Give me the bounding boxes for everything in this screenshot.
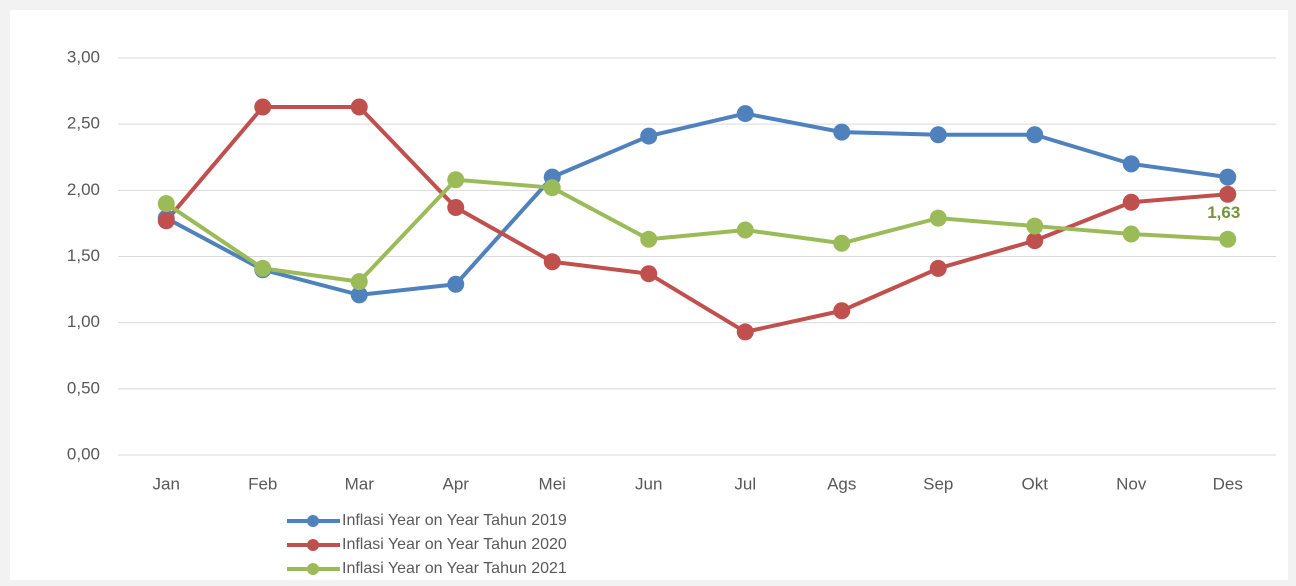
legend-marker [307, 515, 319, 527]
x-tick-label: Okt [1022, 474, 1049, 493]
data-point [447, 171, 465, 189]
x-tick-label: Sep [923, 474, 953, 493]
x-tick-label: Mar [345, 474, 375, 493]
data-point [1026, 126, 1044, 144]
x-tick-label: Jan [153, 474, 180, 493]
x-tick-label: Nov [1116, 474, 1147, 493]
data-point [447, 275, 465, 293]
data-point [736, 105, 754, 123]
legend-label: Inflasi Year on Year Tahun 2019 [342, 512, 567, 529]
data-point [447, 199, 465, 217]
data-point [1219, 168, 1237, 186]
data-point [350, 286, 368, 304]
data-point [1219, 185, 1237, 203]
y-tick-label: 2,00 [67, 180, 100, 199]
data-point [254, 98, 272, 116]
data-point [833, 123, 851, 141]
data-point [543, 253, 561, 271]
x-tick-label: Feb [248, 474, 277, 493]
legend-marker [307, 563, 319, 575]
data-point [1026, 217, 1044, 235]
x-tick-label: Mei [539, 474, 566, 493]
data-point [1122, 193, 1140, 211]
data-point [350, 98, 368, 116]
legend-label: Inflasi Year on Year Tahun 2021 [342, 560, 567, 577]
x-tick-label: Jun [635, 474, 662, 493]
x-tick-label: Jul [734, 474, 756, 493]
x-tick-label: Apr [443, 474, 470, 493]
data-point [350, 273, 368, 291]
data-point [157, 195, 175, 213]
y-tick-label: 1,00 [67, 312, 100, 331]
data-point [1026, 232, 1044, 250]
y-tick-label: 0,50 [67, 378, 100, 397]
data-point [254, 259, 272, 277]
data-point [833, 234, 851, 252]
data-point [736, 323, 754, 341]
series-line [165, 111, 1229, 297]
y-tick-label: 3,00 [67, 47, 100, 66]
data-point [929, 209, 947, 227]
x-tick-label: Des [1213, 474, 1243, 493]
series-line [165, 177, 1228, 284]
data-point [1122, 155, 1140, 173]
data-point [929, 126, 947, 144]
data-point [833, 302, 851, 320]
data-point [640, 127, 658, 145]
data-point [1219, 230, 1237, 248]
data-point [929, 259, 947, 277]
legend-label: Inflasi Year on Year Tahun 2020 [342, 536, 567, 553]
x-tick-label: Ags [827, 474, 856, 493]
data-point [157, 212, 175, 230]
series-line [164, 104, 1228, 334]
legend-marker [307, 539, 319, 551]
chart-background [10, 10, 1288, 580]
data-point [1122, 225, 1140, 243]
data-point [736, 221, 754, 239]
data-point [640, 230, 658, 248]
data-point [640, 265, 658, 283]
y-tick-label: 2,50 [67, 114, 100, 133]
y-tick-label: 0,00 [67, 444, 100, 463]
y-tick-label: 1,50 [67, 246, 100, 265]
data-label: 1,63 [1207, 203, 1240, 222]
data-point [543, 179, 561, 197]
